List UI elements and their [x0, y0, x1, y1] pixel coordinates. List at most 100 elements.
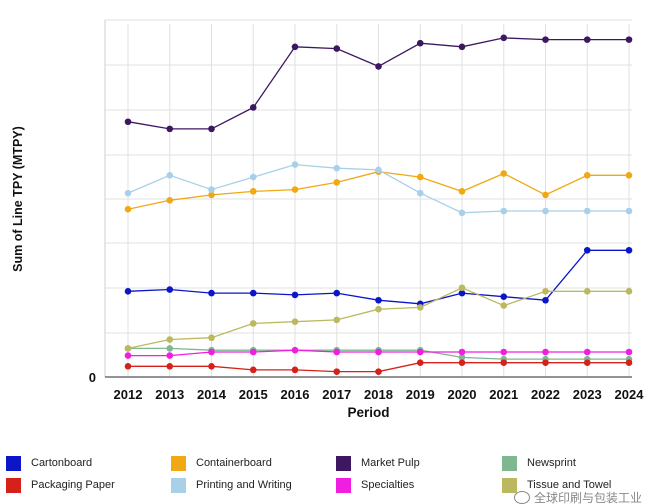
legend-label: Market Pulp: [361, 457, 420, 469]
legend-label: Cartonboard: [31, 457, 93, 469]
wechat-icon: [513, 491, 530, 504]
x-tick-label: 2021: [489, 387, 518, 402]
data-point-cartonboard: [166, 286, 174, 293]
legend-item: Packaging Paper: [6, 476, 115, 494]
data-point-tissue-and-towel: [166, 336, 174, 343]
data-point-containerboard: [124, 205, 132, 213]
data-point-cartonboard: [208, 289, 215, 297]
legend-item: Containerboard: [171, 454, 272, 472]
data-point-specialties: [375, 348, 382, 356]
data-point-market-pulp: [458, 43, 466, 51]
data-point-specialties: [166, 352, 174, 359]
data-point-cartonboard: [625, 246, 633, 254]
data-point-packaging-paper: [333, 368, 341, 375]
x-tick-label: 2016: [281, 387, 310, 402]
data-point-cartonboard: [500, 293, 508, 300]
data-point-printing-and-writing: [208, 186, 215, 193]
chart-legend: Cartonboard Containerboard Market Pulp News…: [0, 446, 648, 504]
data-point-market-pulp: [542, 36, 549, 43]
data-point-cartonboard: [375, 296, 382, 304]
x-tick-label: 2013: [155, 387, 184, 402]
watermark: 全球印刷与包装工业: [513, 490, 642, 504]
legend-label: Printing and Writing: [196, 479, 292, 491]
data-point-tissue-and-towel: [291, 318, 299, 325]
data-point-market-pulp: [625, 36, 633, 43]
x-tick-label: 2017: [322, 387, 351, 402]
data-point-containerboard: [166, 196, 174, 204]
data-point-tissue-and-towel: [458, 284, 466, 292]
data-point-tissue-and-towel: [625, 288, 633, 295]
data-point-packaging-paper: [625, 359, 633, 367]
data-point-specialties: [291, 346, 299, 354]
data-point-printing-and-writing: [333, 164, 341, 172]
data-point-market-pulp: [208, 125, 215, 133]
data-point-tissue-and-towel: [542, 288, 549, 295]
data-point-printing-and-writing: [542, 207, 549, 215]
data-point-specialties: [500, 348, 508, 356]
y-tick-label: 0: [89, 370, 96, 385]
data-point-market-pulp: [583, 36, 591, 43]
data-point-market-pulp: [333, 45, 341, 52]
data-point-specialties: [458, 348, 466, 356]
data-point-packaging-paper: [291, 366, 299, 374]
data-point-tissue-and-towel: [124, 345, 132, 352]
data-point-cartonboard: [291, 291, 299, 299]
x-tick-label: 2014: [197, 387, 227, 402]
data-point-packaging-paper: [208, 362, 215, 370]
data-point-tissue-and-towel: [416, 304, 424, 311]
legend-swatch: [502, 455, 517, 471]
legend-label: Specialties: [361, 479, 415, 491]
data-point-printing-and-writing: [416, 189, 424, 197]
data-point-market-pulp: [416, 39, 424, 47]
legend-item: Market Pulp: [336, 454, 420, 472]
data-point-cartonboard: [583, 246, 591, 254]
plot-area: [124, 34, 633, 375]
data-point-newsprint: [458, 354, 466, 361]
data-point-specialties: [416, 348, 424, 356]
watermark-text: 全球印刷与包装工业: [533, 491, 642, 504]
data-point-containerboard: [416, 173, 424, 181]
data-point-printing-and-writing: [249, 173, 257, 181]
data-point-market-pulp: [249, 104, 257, 111]
data-point-packaging-paper: [166, 362, 174, 370]
data-point-containerboard: [458, 188, 466, 195]
data-point-packaging-paper: [458, 359, 466, 367]
data-point-printing-and-writing: [124, 189, 132, 197]
legend-item: Cartonboard: [6, 454, 92, 472]
data-point-tissue-and-towel: [333, 316, 341, 324]
legend-swatch: [171, 455, 186, 471]
data-point-market-pulp: [500, 34, 508, 42]
axes: 0: [89, 20, 632, 385]
data-point-containerboard: [500, 170, 508, 177]
data-point-tissue-and-towel: [249, 320, 257, 327]
data-point-specialties: [124, 352, 132, 359]
legend-item: Tissue and Towel: [502, 476, 611, 494]
legend-item: Specialties: [336, 476, 414, 494]
data-point-packaging-paper: [500, 359, 508, 367]
data-point-containerboard: [333, 179, 341, 186]
data-point-packaging-paper: [542, 359, 549, 367]
data-point-market-pulp: [166, 125, 174, 133]
data-point-printing-and-writing: [375, 166, 382, 174]
data-point-tissue-and-towel: [208, 334, 215, 342]
data-point-specialties: [542, 348, 549, 356]
legend-swatch: [6, 477, 21, 493]
x-tick-label: 2012: [114, 387, 143, 402]
data-point-containerboard: [625, 171, 633, 179]
data-point-printing-and-writing: [458, 209, 466, 217]
legend-label: Containerboard: [196, 457, 272, 469]
x-axis-label: Period: [347, 405, 390, 420]
data-point-cartonboard: [124, 288, 132, 295]
data-point-packaging-paper: [375, 368, 382, 375]
data-point-printing-and-writing: [291, 161, 299, 168]
data-point-packaging-paper: [416, 359, 424, 367]
data-point-specialties: [583, 348, 591, 356]
data-point-printing-and-writing: [625, 207, 633, 215]
x-tick-label: 2018: [364, 387, 393, 402]
x-tick-label: 2019: [406, 387, 435, 402]
line-chart: 0 2012 2013 2014 2015 2016 2017 2018 2019 2020 20…: [89, 19, 644, 402]
data-point-cartonboard: [542, 296, 549, 304]
data-point-specialties: [208, 348, 215, 356]
data-point-printing-and-writing: [500, 207, 508, 215]
data-point-specialties: [625, 348, 633, 356]
